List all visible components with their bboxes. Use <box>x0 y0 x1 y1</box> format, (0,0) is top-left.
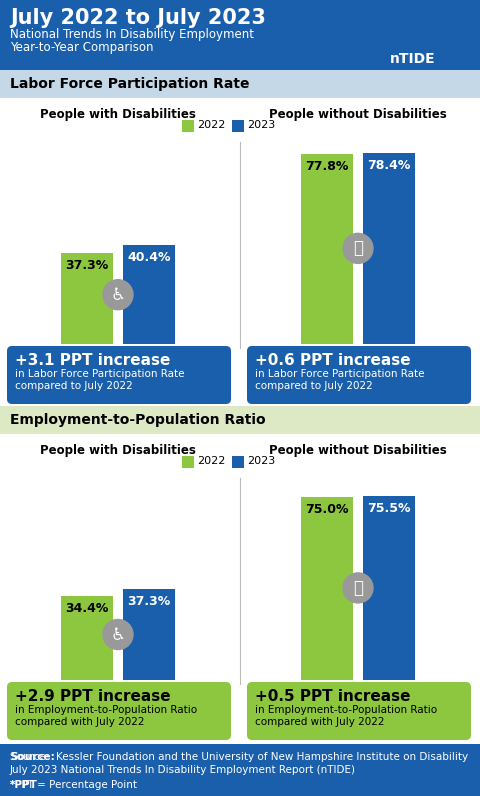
Text: People with Disabilities: People with Disabilities <box>40 444 196 457</box>
Text: compared with July 2022: compared with July 2022 <box>15 717 144 727</box>
Text: Year-to-Year Comparison: Year-to-Year Comparison <box>10 41 154 54</box>
Bar <box>232 456 244 468</box>
Text: +3.1 PPT increase: +3.1 PPT increase <box>15 353 170 368</box>
FancyBboxPatch shape <box>247 682 471 740</box>
Text: 2023: 2023 <box>247 456 275 466</box>
Text: July 2023 National Trends In Disability Employment Report (nTIDE): July 2023 National Trends In Disability … <box>10 765 356 775</box>
FancyBboxPatch shape <box>247 346 471 404</box>
Text: 75.0%: 75.0% <box>305 503 349 516</box>
Text: Labor Force Participation Rate: Labor Force Participation Rate <box>10 77 250 91</box>
Text: People without Disabilities: People without Disabilities <box>269 108 447 121</box>
Text: 75.5%: 75.5% <box>367 501 411 515</box>
Bar <box>232 120 244 132</box>
Bar <box>182 120 194 132</box>
Text: 37.3%: 37.3% <box>65 259 108 272</box>
FancyBboxPatch shape <box>7 682 231 740</box>
Text: 2022: 2022 <box>197 120 226 130</box>
Circle shape <box>343 233 373 263</box>
Text: +2.9 PPT increase: +2.9 PPT increase <box>15 689 170 704</box>
Circle shape <box>103 619 133 650</box>
Text: *PPT = Percentage Point: *PPT = Percentage Point <box>10 780 137 790</box>
Text: 78.4%: 78.4% <box>367 158 411 172</box>
Text: 77.8%: 77.8% <box>305 160 348 174</box>
Text: July 2022 to July 2023: July 2022 to July 2023 <box>10 8 266 28</box>
Bar <box>0 0 480 70</box>
Bar <box>0 98 480 406</box>
Text: ♿: ♿ <box>110 286 125 304</box>
Text: nTIDE: nTIDE <box>390 52 436 66</box>
Circle shape <box>343 573 373 603</box>
Bar <box>182 456 194 468</box>
FancyBboxPatch shape <box>7 346 231 404</box>
Bar <box>363 153 415 344</box>
Text: Employment-to-Population Ratio: Employment-to-Population Ratio <box>10 413 265 427</box>
Text: ♿: ♿ <box>110 626 125 643</box>
Text: People with Disabilities: People with Disabilities <box>40 108 196 121</box>
Bar <box>363 496 415 680</box>
Text: Source:  Kessler Foundation and the University of New Hampshire Institute on Dis: Source: Kessler Foundation and the Unive… <box>10 752 468 762</box>
Bar <box>61 596 113 680</box>
Text: National Trends In Disability Employment: National Trends In Disability Employment <box>10 28 254 41</box>
Text: compared to July 2022: compared to July 2022 <box>255 381 373 391</box>
Text: in Labor Force Participation Rate: in Labor Force Participation Rate <box>15 369 184 379</box>
Circle shape <box>103 279 133 310</box>
Text: compared with July 2022: compared with July 2022 <box>255 717 384 727</box>
Text: 40.4%: 40.4% <box>127 252 171 264</box>
Bar <box>301 154 353 344</box>
Text: 34.4%: 34.4% <box>65 602 108 615</box>
Text: in Employment-to-Population Ratio: in Employment-to-Population Ratio <box>15 705 197 715</box>
Text: 🚶: 🚶 <box>353 240 363 257</box>
Text: *PPT: *PPT <box>10 780 38 790</box>
Bar <box>123 589 175 680</box>
Text: 2023: 2023 <box>247 120 275 130</box>
Bar <box>0 406 480 434</box>
Bar <box>301 497 353 680</box>
Text: in Employment-to-Population Ratio: in Employment-to-Population Ratio <box>255 705 437 715</box>
Bar <box>0 70 480 98</box>
Text: 🚶: 🚶 <box>353 579 363 597</box>
Text: +0.6 PPT increase: +0.6 PPT increase <box>255 353 410 368</box>
Text: 2022: 2022 <box>197 456 226 466</box>
Text: in Labor Force Participation Rate: in Labor Force Participation Rate <box>255 369 424 379</box>
Bar <box>61 253 113 344</box>
Bar <box>0 434 480 742</box>
Text: Source:: Source: <box>10 752 55 762</box>
Bar <box>123 245 175 344</box>
Text: +0.5 PPT increase: +0.5 PPT increase <box>255 689 410 704</box>
Text: 37.3%: 37.3% <box>127 595 170 608</box>
Text: compared to July 2022: compared to July 2022 <box>15 381 133 391</box>
Text: People without Disabilities: People without Disabilities <box>269 444 447 457</box>
Bar <box>0 744 480 796</box>
